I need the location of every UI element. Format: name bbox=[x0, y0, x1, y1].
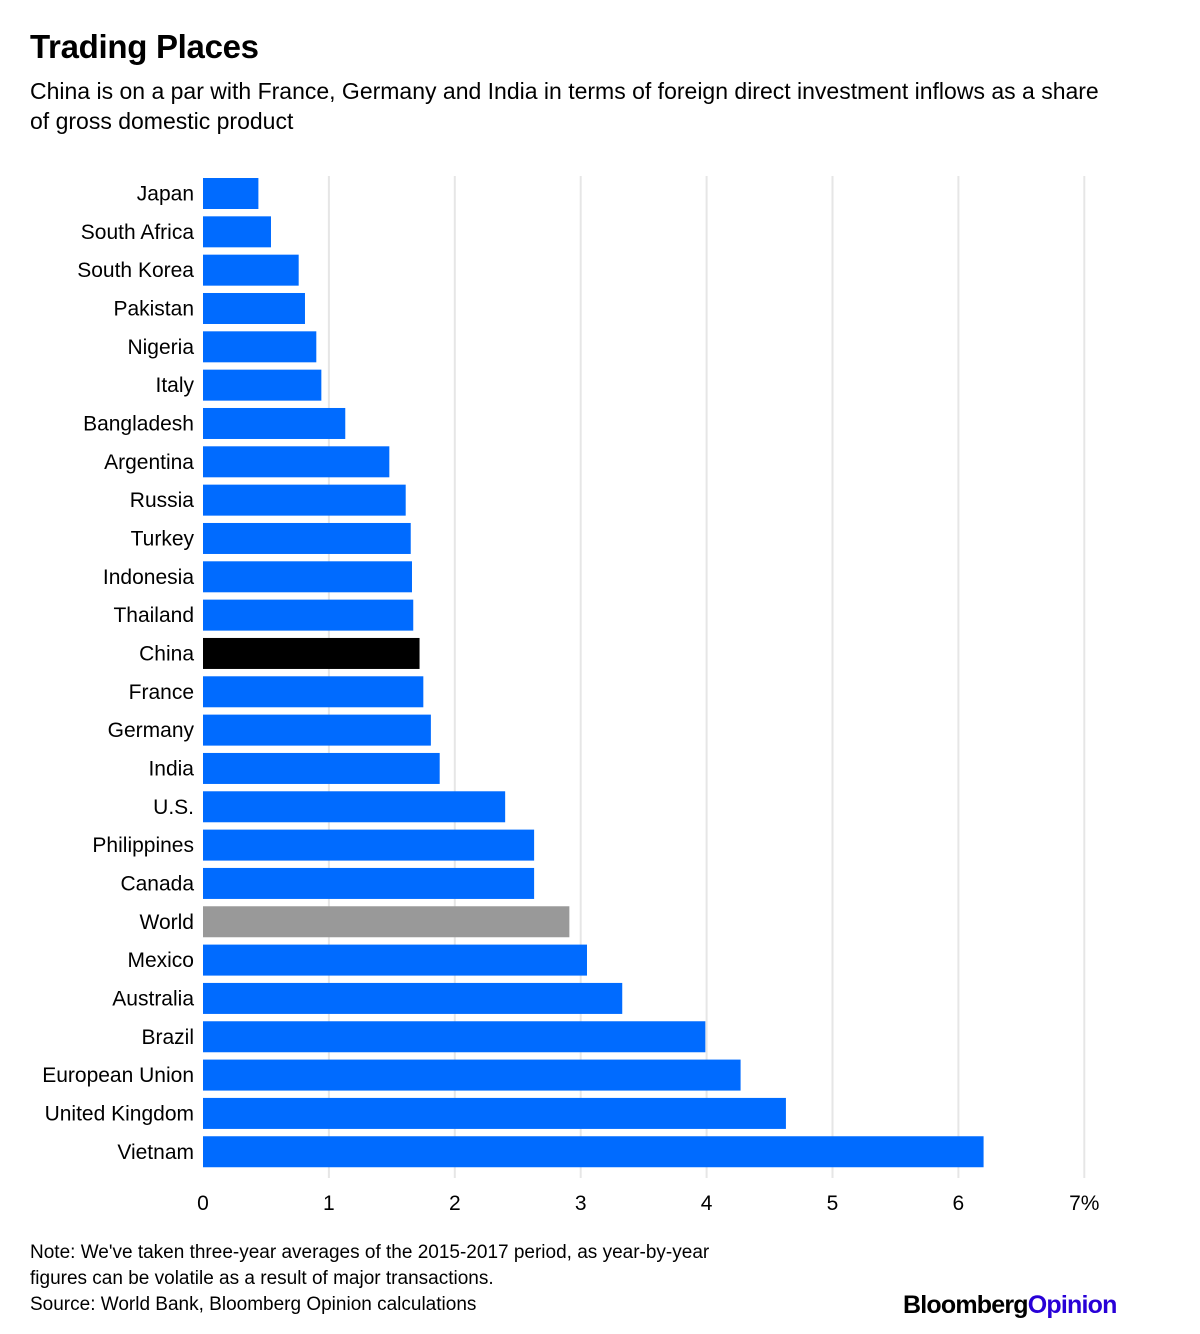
bar-australia bbox=[203, 982, 623, 1014]
category-label: U.S. bbox=[153, 796, 194, 819]
bar-canada bbox=[203, 867, 535, 899]
category-label: Brazil bbox=[141, 1026, 194, 1049]
category-label: Nigeria bbox=[127, 336, 194, 359]
category-label: Philippines bbox=[92, 834, 194, 857]
source-line: Source: World Bank, Bloomberg Opinion ca… bbox=[30, 1294, 477, 1315]
chart-footnote: Note: We've taken three-year averages of… bbox=[30, 1240, 910, 1318]
bar-vietnam bbox=[203, 1136, 984, 1168]
bar-brazil bbox=[203, 1021, 706, 1053]
category-label: Vietnam bbox=[117, 1141, 194, 1164]
bar-italy bbox=[203, 369, 322, 401]
category-labels: Japan South Africa South Korea Pakistan Nige… bbox=[42, 183, 194, 1164]
category-label: European Union bbox=[42, 1064, 194, 1087]
bar-nigeria bbox=[203, 331, 317, 363]
category-label: World bbox=[140, 911, 194, 934]
bar-u-s bbox=[203, 791, 506, 823]
x-axis-tick-labels: 0 1 2 3 4 5 6 7% bbox=[197, 1192, 1099, 1215]
category-label: France bbox=[129, 681, 194, 704]
bar-argentina bbox=[203, 446, 390, 478]
category-label: Canada bbox=[120, 872, 194, 895]
category-label: Thailand bbox=[113, 604, 194, 627]
bar-philippines bbox=[203, 829, 535, 861]
bar-thailand bbox=[203, 599, 414, 631]
category-label: Mexico bbox=[127, 949, 194, 972]
category-label: Bangladesh bbox=[83, 412, 194, 435]
bar-china bbox=[203, 637, 420, 669]
bar-indonesia bbox=[203, 561, 412, 593]
category-label: China bbox=[139, 642, 194, 665]
chart-subtitle: China is on a par with France, Germany a… bbox=[30, 78, 1099, 134]
category-label: South Korea bbox=[77, 259, 194, 282]
category-label: Indonesia bbox=[103, 566, 194, 589]
x-tick-label: 4 bbox=[701, 1192, 713, 1215]
bar-bangladesh bbox=[203, 407, 346, 439]
x-tick-label: 1 bbox=[323, 1192, 335, 1215]
bar-european-union bbox=[203, 1059, 741, 1091]
category-label: Germany bbox=[108, 719, 195, 742]
x-tick-label: 7% bbox=[1069, 1192, 1099, 1215]
brand-bloomberg: Bloomberg bbox=[903, 1291, 1029, 1319]
category-label: Russia bbox=[130, 489, 195, 512]
chart-title: Trading Places bbox=[30, 28, 259, 65]
brand-opinion: Opinion bbox=[1027, 1291, 1118, 1319]
category-label: Japan bbox=[137, 183, 194, 206]
note-line-2: figures can be volatile as a result of m… bbox=[30, 1268, 494, 1289]
bar-united-kingdom bbox=[203, 1097, 786, 1129]
bar-pakistan bbox=[203, 292, 305, 324]
bar-world bbox=[203, 906, 570, 938]
bar-south-korea bbox=[203, 254, 299, 286]
bar-south-africa bbox=[203, 216, 271, 248]
category-label: Pakistan bbox=[113, 297, 194, 320]
bar-russia bbox=[203, 484, 406, 516]
bar-japan bbox=[203, 178, 259, 209]
bloomberg-opinion-logo: BloombergOpinion bbox=[903, 1291, 1117, 1320]
bar-france bbox=[203, 676, 424, 708]
x-tick-label: 5 bbox=[827, 1192, 839, 1215]
note-line-1: Note: We've taken three-year averages of… bbox=[30, 1242, 710, 1263]
category-label: South Africa bbox=[81, 221, 195, 244]
x-tick-label: 0 bbox=[197, 1192, 209, 1215]
bar-mexico bbox=[203, 944, 587, 976]
x-tick-label: 2 bbox=[449, 1192, 461, 1215]
category-label: Argentina bbox=[104, 451, 194, 474]
bar-germany bbox=[203, 714, 431, 746]
category-label: Italy bbox=[155, 374, 194, 397]
bar-turkey bbox=[203, 522, 411, 554]
bar-india bbox=[203, 752, 440, 784]
category-label: United Kingdom bbox=[45, 1102, 194, 1125]
category-label: Turkey bbox=[131, 527, 195, 550]
x-tick-label: 3 bbox=[575, 1192, 587, 1215]
bar-chart: Japan South Africa South Korea Pakistan Nige… bbox=[42, 176, 1099, 1215]
bars bbox=[203, 178, 984, 1168]
category-label: Australia bbox=[112, 987, 194, 1010]
x-tick-label: 6 bbox=[953, 1192, 965, 1215]
category-label: India bbox=[148, 757, 194, 780]
gridlines bbox=[327, 176, 1086, 1178]
